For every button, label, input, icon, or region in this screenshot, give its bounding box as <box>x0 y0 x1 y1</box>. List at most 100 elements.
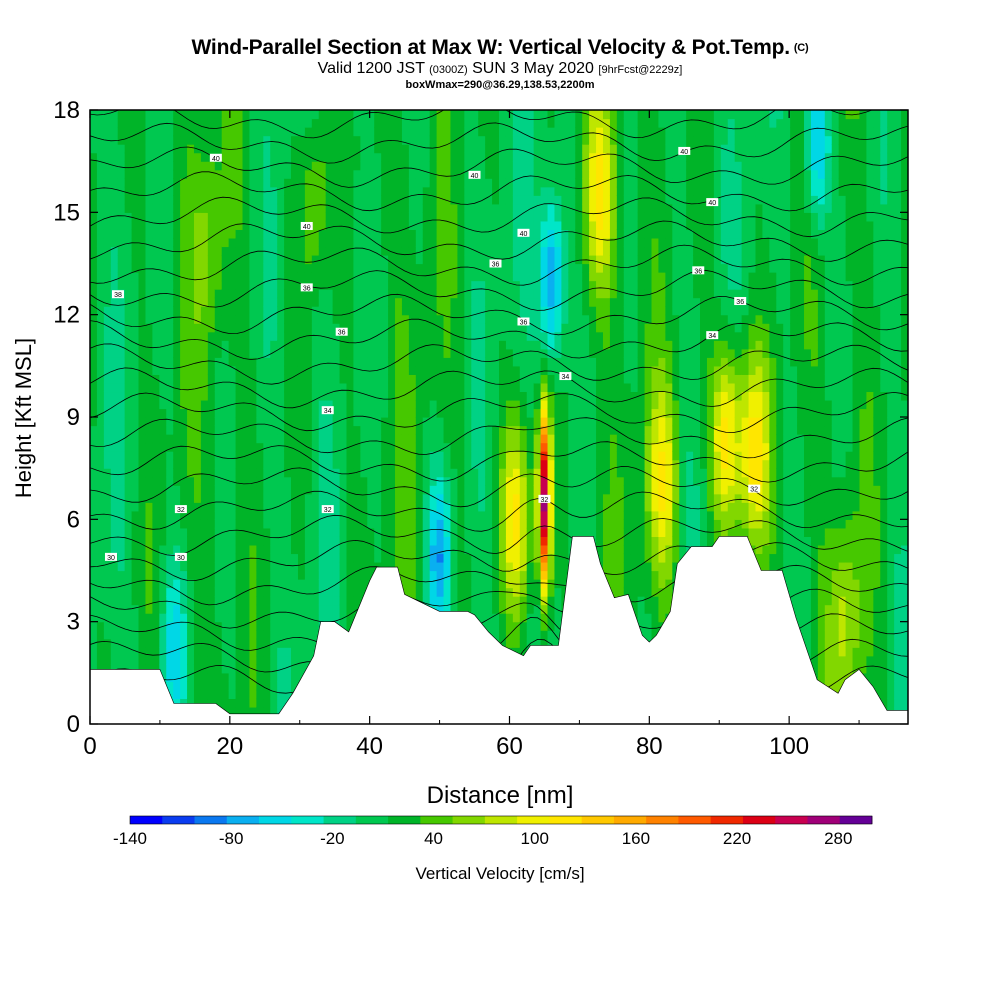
velocity-cell <box>374 417 382 427</box>
velocity-cell <box>381 118 389 128</box>
velocity-cell <box>221 365 230 375</box>
velocity-cell <box>360 391 368 401</box>
velocity-cell <box>291 519 299 529</box>
velocity-cell <box>464 374 472 384</box>
velocity-cell <box>499 417 507 427</box>
velocity-cell <box>249 212 257 222</box>
velocity-cell <box>360 425 368 435</box>
velocity-cell <box>228 672 237 682</box>
velocity-cell <box>332 144 341 154</box>
velocity-cell <box>284 348 292 358</box>
velocity-cell <box>346 579 355 589</box>
velocity-cell <box>374 220 382 230</box>
velocity-cell <box>152 621 160 631</box>
velocity-cell <box>214 399 223 410</box>
velocity-cell <box>401 254 410 265</box>
velocity-cell <box>311 408 320 418</box>
velocity-cell <box>318 340 327 350</box>
velocity-cell <box>277 536 285 546</box>
velocity-cell <box>457 340 465 350</box>
velocity-cell <box>505 374 514 384</box>
velocity-cell <box>90 579 98 589</box>
velocity-cell <box>124 510 133 520</box>
velocity-cell <box>395 561 403 572</box>
velocity-cell <box>339 579 348 589</box>
velocity-cell <box>180 331 188 341</box>
velocity-cell <box>353 493 361 503</box>
velocity-cell <box>207 161 216 171</box>
velocity-cell <box>318 348 327 358</box>
velocity-cell <box>471 382 479 393</box>
velocity-cell <box>235 561 244 572</box>
velocity-cell <box>235 178 244 188</box>
velocity-cell <box>235 263 244 273</box>
velocity-cell <box>478 306 486 316</box>
velocity-cell <box>512 485 521 495</box>
velocity-cell <box>388 314 396 324</box>
velocity-cell <box>388 178 396 188</box>
velocity-cell <box>90 246 98 256</box>
velocity-cell <box>277 519 285 529</box>
velocity-cell <box>138 212 147 222</box>
velocity-cell <box>346 621 355 631</box>
velocity-cell <box>464 280 472 290</box>
velocity-cell <box>499 161 507 171</box>
velocity-cell <box>367 510 375 520</box>
velocity-cell <box>492 459 500 469</box>
velocity-cell <box>284 664 292 674</box>
velocity-cell <box>519 561 528 572</box>
velocity-cell <box>360 135 368 145</box>
velocity-cell <box>284 186 292 196</box>
velocity-cell <box>332 519 341 529</box>
velocity-cell <box>270 212 278 222</box>
velocity-cell <box>297 314 306 324</box>
velocity-cell <box>422 272 431 282</box>
velocity-cell <box>270 144 278 154</box>
velocity-cell <box>152 297 160 307</box>
velocity-cell <box>131 510 140 520</box>
velocity-cell <box>124 374 133 384</box>
velocity-cell <box>124 246 133 256</box>
velocity-cell <box>166 212 174 222</box>
velocity-cell <box>478 272 486 282</box>
velocity-cell <box>408 178 417 188</box>
velocity-cell <box>311 314 320 324</box>
velocity-cell <box>374 391 382 401</box>
velocity-cell <box>547 519 556 529</box>
velocity-cell <box>353 570 361 580</box>
velocity-cell <box>547 195 556 205</box>
velocity-cell <box>96 144 105 154</box>
velocity-cell <box>332 493 341 503</box>
velocity-cell <box>492 485 500 495</box>
velocity-cell <box>381 195 389 205</box>
velocity-cell <box>110 391 119 401</box>
velocity-cell <box>235 297 244 307</box>
velocity-cell <box>519 451 528 461</box>
velocity-cell <box>492 331 500 341</box>
velocity-cell <box>152 399 160 410</box>
velocity-cell <box>311 195 320 205</box>
velocity-cell <box>270 664 278 674</box>
velocity-cell <box>547 297 556 307</box>
velocity-cell <box>242 220 251 230</box>
velocity-cell <box>152 544 160 555</box>
velocity-cell <box>270 604 278 614</box>
velocity-cell <box>284 110 292 120</box>
velocity-cell <box>561 229 569 239</box>
velocity-cell <box>450 544 458 555</box>
velocity-cell <box>138 186 147 196</box>
velocity-cell <box>221 681 230 691</box>
velocity-cell <box>187 579 195 589</box>
velocity-cell <box>173 621 181 631</box>
velocity-cell <box>464 510 472 520</box>
velocity-cell <box>325 340 334 350</box>
velocity-cell <box>207 374 216 384</box>
velocity-cell <box>159 647 167 657</box>
velocity-cell <box>249 613 257 623</box>
velocity-cell <box>138 254 147 265</box>
velocity-cell <box>284 561 292 572</box>
velocity-cell <box>297 587 306 597</box>
velocity-cell <box>207 698 216 708</box>
velocity-cell <box>291 459 299 469</box>
velocity-cell <box>526 254 535 265</box>
